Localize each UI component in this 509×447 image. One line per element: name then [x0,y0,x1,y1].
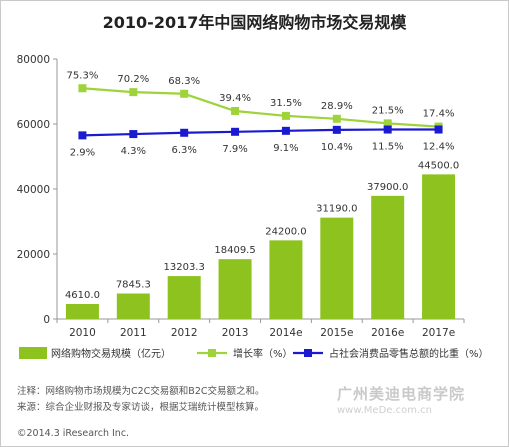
y-tick-label: 40000 [17,184,50,196]
bar [371,195,405,319]
bar-value-label: 37900.0 [367,182,408,193]
bar [116,293,150,319]
x-tick-label: 2013 [222,327,249,339]
bar [269,240,303,319]
x-tick-label: 2012 [171,327,198,339]
growth-rate-label: 68.3% [168,76,200,87]
legend-label: 占社会消费品零售总额的比重（%） [329,347,489,360]
bar-value-label: 18409.5 [214,245,255,256]
source-note: 来源：综合企业财报及专家访谈，根据艾瑞统计模型核算。 [17,402,265,413]
legend-swatch-marker [208,349,216,357]
share-label: 2.9% [70,147,95,158]
share-label: 6.3% [171,145,196,156]
share-label: 11.5% [372,142,404,153]
legend-label: 增长率（%） [233,347,293,360]
share-marker [383,125,392,134]
growth-rate-line [82,87,439,128]
chart-title: 2010-2017年中国网络购物市场交易规模 [102,13,407,32]
share-label: 10.4% [321,142,353,153]
growth-rate-label: 17.4% [423,109,455,120]
share-marker [129,130,138,139]
share-marker [78,131,87,140]
growth-rate-marker [383,119,392,128]
x-tick-label: 2011 [120,327,147,339]
growth-rate-marker [129,88,138,97]
share-marker [434,125,443,134]
x-tick-label: 2015e [320,327,353,339]
bar-value-label: 7845.3 [116,280,151,291]
y-tick-label: 80000 [17,54,50,66]
watermark-text: 广州美迪电商学院 [337,385,466,403]
share-marker [332,125,341,134]
bar-value-label: 24200.0 [265,226,306,237]
legend-label: 网络购物交易规模（亿元） [51,347,171,360]
growth-rate-label: 31.5% [270,98,302,109]
growth-rate-label: 39.4% [219,93,251,104]
bar [65,304,99,319]
y-tick-label: 60000 [17,119,50,131]
share-line [82,128,439,137]
x-tick-label: 2014e [269,327,302,339]
share-label: 12.4% [423,142,455,153]
share-marker [281,126,290,135]
growth-rate-label: 75.3% [67,70,99,81]
growth-rate-marker [281,111,290,120]
bar-value-label: 31190.0 [316,204,357,215]
share-label: 9.1% [273,143,298,154]
growth-rate-marker [78,84,87,93]
x-tick-label: 2010 [69,327,96,339]
growth-rate-marker [180,89,189,98]
legend-swatch-marker [304,349,312,357]
y-tick-label: 0 [43,314,50,326]
copyright-text: ©2014.3 iResearch Inc. [17,428,130,439]
growth-rate-marker [231,107,240,115]
growth-rate-label: 70.2% [117,74,149,85]
bar [167,276,201,319]
y-tick-label: 20000 [17,249,50,261]
bar [320,217,354,319]
x-tick-label: 2017e [422,327,455,339]
share-label: 7.9% [222,144,247,155]
footnote: 注释：网络购物市场规模为C2C交易额和B2C交易额之和。 [17,386,265,397]
x-tick-label: 2016e [371,327,404,339]
watermark-url: www.MeDe.com.cn [337,405,432,416]
legend-swatch-bar [19,347,47,359]
share-marker [180,128,189,137]
bar [218,259,252,319]
growth-rate-marker [332,114,341,123]
share-label: 4.3% [121,146,146,157]
growth-rate-label: 28.9% [321,101,353,112]
bar-value-label: 44500.0 [418,160,459,171]
bar [422,174,456,319]
share-marker [231,127,240,136]
bar-value-label: 13203.3 [164,262,205,273]
growth-rate-label: 21.5% [372,105,404,116]
bar-value-label: 4610.0 [65,290,100,301]
